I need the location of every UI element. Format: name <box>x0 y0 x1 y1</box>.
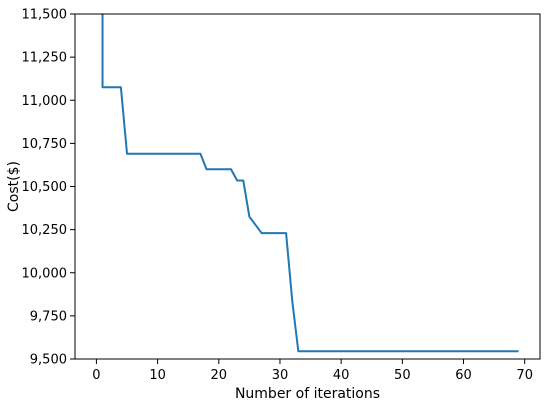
y-tick-label: 10,250 <box>22 223 68 238</box>
y-tick-label: 9,500 <box>30 353 67 368</box>
x-tick-label: 40 <box>333 368 350 383</box>
x-tick-label: 60 <box>455 368 472 383</box>
y-tick-label: 11,000 <box>22 94 68 109</box>
x-tick-label: 30 <box>272 368 289 383</box>
x-tick-label: 0 <box>92 368 100 383</box>
y-tick-label: 9,750 <box>30 309 67 324</box>
x-tick-label: 20 <box>211 368 228 383</box>
y-tick-label: 10,500 <box>22 180 68 195</box>
x-tick-label: 10 <box>149 368 166 383</box>
y-tick-label: 10,000 <box>22 266 68 281</box>
ticks-layer: 0 10 20 30 40 50 60 70 9,500 9,750 10,000 10,250 10,… <box>22 8 533 384</box>
plot-frame <box>74 13 541 360</box>
plot-layer <box>101 14 519 353</box>
y-axis-label: Cost($) <box>6 161 22 212</box>
x-tick-label: 70 <box>516 368 533 383</box>
y-tick-label: 10,750 <box>22 137 68 152</box>
x-tick-label: 50 <box>394 368 411 383</box>
series-line <box>101 14 519 353</box>
x-axis-label: Number of iterations <box>235 386 380 402</box>
y-tick-label: 11,250 <box>22 51 68 66</box>
y-tick-label: 11,500 <box>22 8 68 23</box>
